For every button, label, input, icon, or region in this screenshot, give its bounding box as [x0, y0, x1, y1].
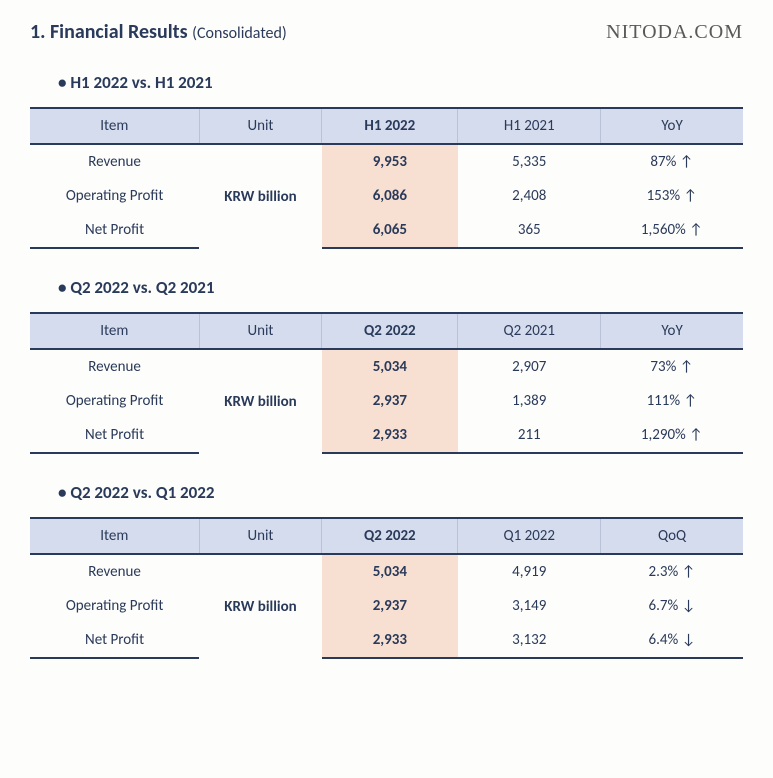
cell-previous: 3,132	[458, 623, 601, 658]
column-header: Unit	[199, 518, 322, 554]
cell-current: 5,034	[322, 349, 458, 384]
table-row: Operating Profit 2,9373,1496.7% ↓	[30, 589, 743, 623]
table-section: H1 2022 vs. H1 2021 ItemUnitH1 2022H1 202…	[30, 72, 743, 249]
cell-change: 2.3% ↑	[601, 554, 743, 589]
cell-change: 73% ↑	[601, 349, 743, 384]
column-header: Unit	[199, 313, 322, 349]
financial-table: ItemUnitQ2 2022Q2 2021YoYRevenueKRW bill…	[30, 312, 743, 454]
column-header: QoQ	[601, 518, 743, 554]
cell-previous: 5,335	[458, 144, 601, 179]
cell-change: 1,290% ↑	[601, 418, 743, 453]
title-main: 1. Financial Results	[30, 20, 188, 44]
table-row: Operating Profit 6,0862,408153% ↑	[30, 179, 743, 213]
cell-item: Revenue	[30, 349, 199, 384]
table-row: Operating Profit 2,9371,389111% ↑	[30, 384, 743, 418]
cell-item: Operating Profit	[30, 589, 199, 623]
cell-item: Revenue	[30, 554, 199, 589]
table-section: Q2 2022 vs. Q1 2022 ItemUnitQ2 2022Q1 202…	[30, 482, 743, 659]
cell-current: 2,933	[322, 418, 458, 453]
column-header: Item	[30, 518, 199, 554]
financial-table: ItemUnitH1 2022H1 2021YoYRevenueKRW bill…	[30, 107, 743, 249]
cell-previous: 2,907	[458, 349, 601, 384]
financial-table: ItemUnitQ2 2022Q1 2022QoQRevenueKRW bill…	[30, 517, 743, 659]
cell-previous: 2,408	[458, 179, 601, 213]
cell-unit: KRW billion	[199, 554, 322, 658]
section-title: Q2 2022 vs. Q2 2021	[58, 277, 743, 298]
cell-change: 87% ↑	[601, 144, 743, 179]
cell-item: Net Profit	[30, 418, 199, 453]
cell-previous: 3,149	[458, 589, 601, 623]
page-title: 1. Financial Results (Consolidated)	[30, 20, 287, 44]
column-header: H1 2022	[322, 108, 458, 144]
column-header: Q2 2021	[458, 313, 601, 349]
cell-current: 6,086	[322, 179, 458, 213]
section-title: H1 2022 vs. H1 2021	[58, 72, 743, 93]
cell-current: 2,933	[322, 623, 458, 658]
column-header: Item	[30, 313, 199, 349]
watermark: NITODA.COM	[606, 21, 743, 44]
cell-previous: 1,389	[458, 384, 601, 418]
title-sub: (Consolidated)	[192, 24, 287, 43]
table-row: Net Profit 2,9332111,290% ↑	[30, 418, 743, 453]
table-row: Net Profit 6,0653651,560% ↑	[30, 213, 743, 248]
table-row: RevenueKRW billion5,0342,90773% ↑	[30, 349, 743, 384]
column-header: YoY	[601, 108, 743, 144]
column-header: Item	[30, 108, 199, 144]
cell-item: Operating Profit	[30, 179, 199, 213]
cell-item: Net Profit	[30, 213, 199, 248]
cell-current: 2,937	[322, 384, 458, 418]
column-header: Q2 2022	[322, 313, 458, 349]
column-header: Q2 2022	[322, 518, 458, 554]
cell-previous: 211	[458, 418, 601, 453]
cell-current: 2,937	[322, 589, 458, 623]
cell-unit: KRW billion	[199, 144, 322, 248]
cell-change: 6.7% ↓	[601, 589, 743, 623]
cell-current: 5,034	[322, 554, 458, 589]
column-header: H1 2021	[458, 108, 601, 144]
cell-current: 9,953	[322, 144, 458, 179]
cell-item: Operating Profit	[30, 384, 199, 418]
table-row: RevenueKRW billion5,0344,9192.3% ↑	[30, 554, 743, 589]
header-row: 1. Financial Results (Consolidated) NITO…	[30, 20, 743, 44]
section-title: Q2 2022 vs. Q1 2022	[58, 482, 743, 503]
table-section: Q2 2022 vs. Q2 2021 ItemUnitQ2 2022Q2 202…	[30, 277, 743, 454]
column-header: Q1 2022	[458, 518, 601, 554]
table-row: RevenueKRW billion9,9535,33587% ↑	[30, 144, 743, 179]
cell-change: 6.4% ↓	[601, 623, 743, 658]
column-header: YoY	[601, 313, 743, 349]
cell-previous: 365	[458, 213, 601, 248]
cell-current: 6,065	[322, 213, 458, 248]
cell-change: 111% ↑	[601, 384, 743, 418]
column-header: Unit	[199, 108, 322, 144]
cell-item: Revenue	[30, 144, 199, 179]
cell-change: 1,560% ↑	[601, 213, 743, 248]
cell-item: Net Profit	[30, 623, 199, 658]
cell-unit: KRW billion	[199, 349, 322, 453]
cell-previous: 4,919	[458, 554, 601, 589]
table-row: Net Profit 2,9333,1326.4% ↓	[30, 623, 743, 658]
cell-change: 153% ↑	[601, 179, 743, 213]
